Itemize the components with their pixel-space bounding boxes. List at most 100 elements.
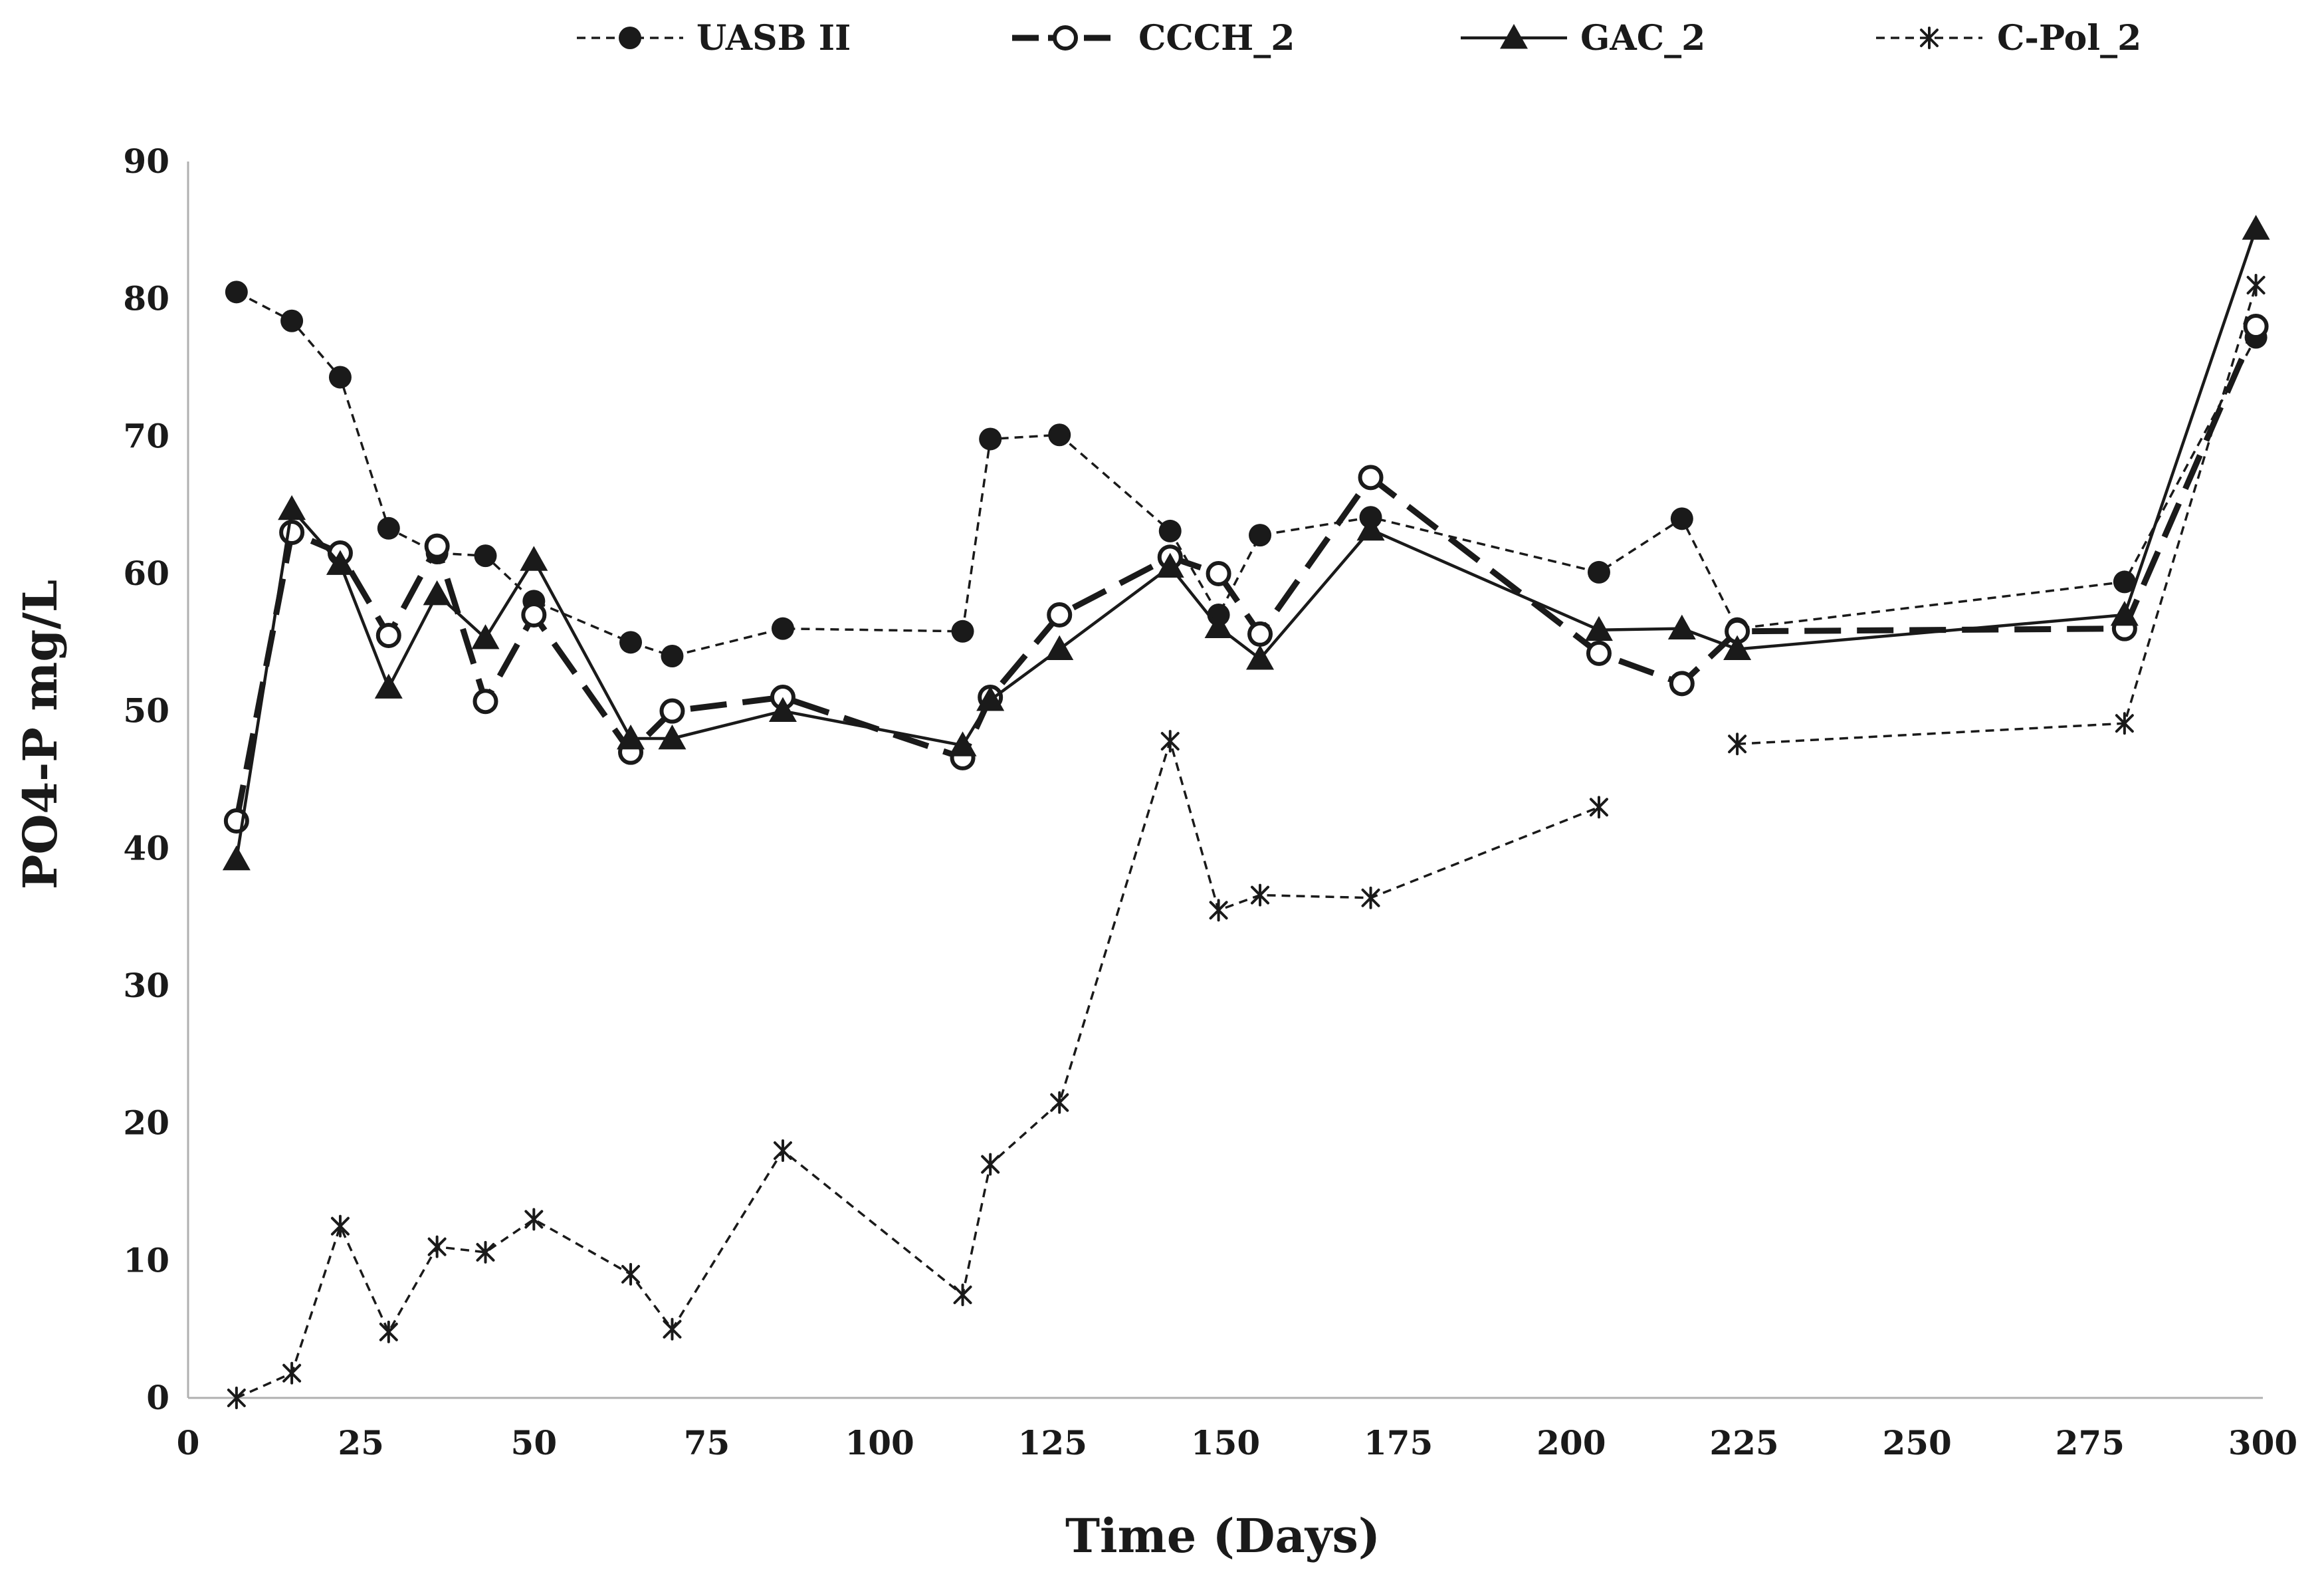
y-tick-label: 80 [123,279,169,318]
y-tick-label: 60 [123,554,169,593]
data-point-c-pol-2 [227,1387,246,1409]
data-point-gac-2 [976,686,1005,711]
legend-marker-ccch-2 [1053,25,1078,51]
data-point-ccch-2 [1047,602,1073,627]
legend-item-ccch-2: CCCH_2 [1012,18,1295,58]
y-tick-label: 10 [123,1240,169,1280]
y-tick-label: 90 [123,142,169,181]
data-point-c-pol-2 [981,1153,1000,1176]
data-point-c-pol-2 [476,1240,495,1264]
data-point-ccch-2 [473,689,498,715]
legend: UASB II CCCH_2 GAC_2 C-Pol_2 [577,18,2141,58]
data-point-ccch-2 [659,698,685,724]
data-point-ccch-2 [1586,640,1612,666]
data-point-c-pol-2 [330,1214,350,1238]
data-point-c-pol-2 [427,1235,447,1258]
x-tick-label: 25 [338,1423,384,1462]
data-point-gac-2 [326,550,354,575]
data-point-c-pol-2 [1361,886,1380,909]
x-tick-label: 50 [511,1423,558,1462]
data-point-gac-2 [948,731,977,756]
x-tick-label: 225 [1709,1423,1778,1462]
data-point-c-pol-2 [621,1263,641,1286]
data-point-gac-2 [374,673,403,699]
x-tick-label: 125 [1018,1423,1087,1462]
data-point-c-pol-2 [663,1317,682,1341]
y-tick-label: 40 [123,828,169,867]
data-point-c-pol-2 [1050,1091,1069,1114]
legend-item-uasb-ii: UASB II [577,18,851,58]
data-point-gac-2 [1723,635,1752,661]
data-point-c-pol-2 [282,1361,302,1385]
series-c-pol-2 [227,274,2266,1409]
data-point-c-pol-2 [1209,899,1228,922]
legend-item-c-pol-2: C-Pol_2 [1876,18,2141,58]
legend-marker-gac-2 [1500,24,1528,49]
y-axis-title: PO4-P mg/L [13,580,68,889]
data-point-c-pol-2 [379,1320,398,1343]
data-point-c-pol-2 [524,1208,544,1231]
x-tick-label: 200 [1536,1423,1606,1462]
data-point-ccch-2 [1206,561,1231,586]
data-point-uasb-ii [328,366,352,389]
data-point-ccch-2 [521,602,547,627]
data-point-c-pol-2 [2115,712,2134,735]
data-point-c-pol-2 [1160,730,1180,753]
data-point-uasb-ii [377,516,400,540]
data-point-ccch-2 [1358,465,1384,491]
data-point-ccch-2 [375,623,401,648]
legend-label-uasb-ii: UASB II [696,18,851,58]
data-point-uasb-ii [1249,524,1272,547]
x-tick-label: 75 [684,1423,730,1462]
data-point-gac-2 [471,624,500,649]
data-point-uasb-ii [1670,507,1693,530]
y-tick-label: 70 [123,416,169,455]
data-point-gac-2 [1584,616,1613,641]
y-tick-label: 20 [123,1103,169,1143]
y-tick-label: 50 [123,691,169,731]
y-tick-label: 0 [146,1378,169,1417]
data-point-uasb-ii [661,645,684,667]
data-point-gac-2 [2242,215,2270,240]
data-point-uasb-ii [280,309,304,332]
y-tick-label: 30 [123,966,169,1005]
data-point-ccch-2 [279,520,305,545]
x-tick-label: 275 [2056,1423,2125,1462]
data-point-gac-2 [423,580,451,606]
series-uasb-ii [225,281,2268,667]
x-tick-label: 0 [177,1423,200,1462]
data-point-uasb-ii [225,281,248,304]
data-point-c-pol-2 [1728,733,1747,756]
data-point-c-pol-2 [773,1139,792,1162]
data-point-gac-2 [1204,613,1233,638]
data-point-ccch-2 [2243,314,2269,339]
data-point-gac-2 [1246,645,1275,670]
data-point-gac-2 [1667,614,1696,640]
data-point-gac-2 [1356,515,1385,541]
data-point-gac-2 [520,546,548,571]
data-point-gac-2 [222,845,251,871]
x-tick-label: 300 [2228,1423,2297,1462]
axes: 0 10 20 30 40 50 60 70 80 90 0 25 50 75 100 125 150 175 20… [123,142,2297,1462]
x-axis-title: Time (Days) [1065,1508,1380,1563]
data-point-gac-2 [2110,601,2139,626]
data-point-c-pol-2 [2246,274,2266,296]
data-point-uasb-ii [2113,570,2136,594]
data-point-gac-2 [1156,552,1184,578]
data-point-uasb-ii [1048,423,1071,447]
series-line-uasb-ii [236,290,2258,657]
data-point-uasb-ii [979,427,1002,451]
data-point-c-pol-2 [1251,883,1270,907]
data-point-ccch-2 [424,533,450,559]
legend-label-ccch-2: CCCH_2 [1138,18,1295,58]
data-point-gac-2 [278,495,306,520]
series-line-gac-2 [235,228,2258,860]
data-point-ccch-2 [1669,671,1695,697]
legend-label-c-pol-2: C-Pol_2 [1997,18,2141,58]
data-point-uasb-ii [771,617,794,640]
series-line-ccch-2 [233,325,2259,822]
data-point-uasb-ii [474,544,497,568]
x-tick-label: 100 [845,1423,914,1462]
data-point-gac-2 [768,697,797,723]
